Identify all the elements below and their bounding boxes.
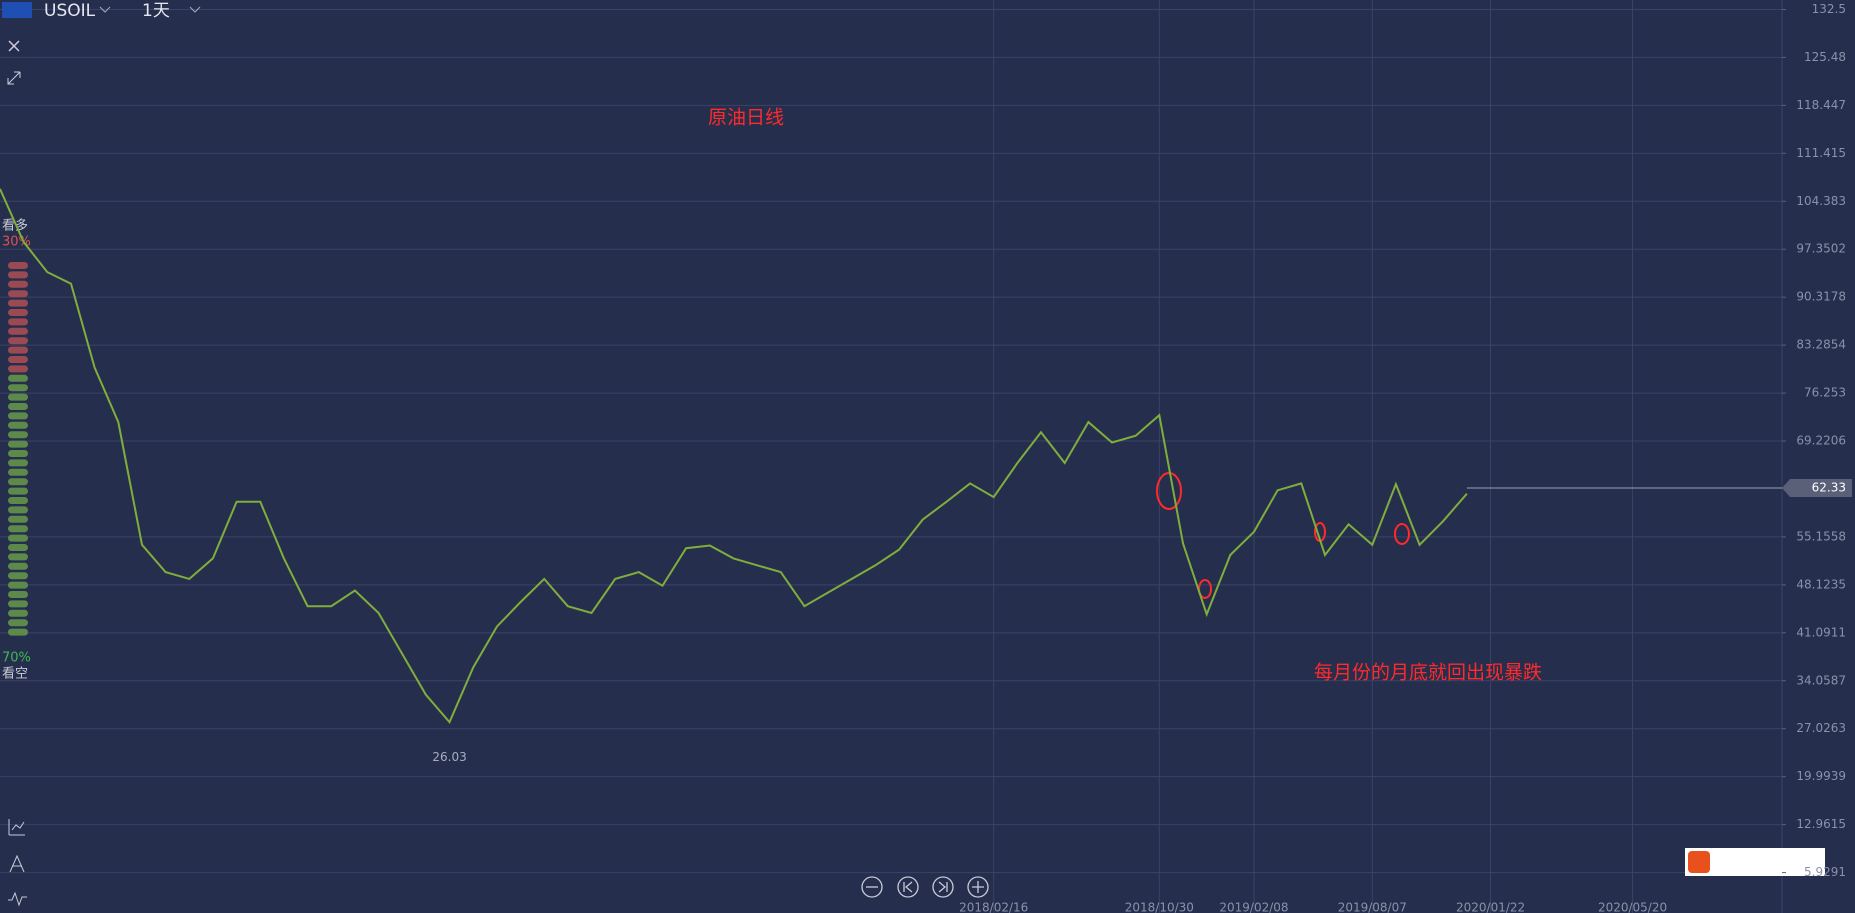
sentiment-pill — [8, 506, 28, 514]
y-tick-label: 12.9615 — [1796, 817, 1846, 831]
y-tick-label: 97.3502 — [1796, 242, 1846, 256]
highlight-circle — [1394, 523, 1410, 545]
dropdown-arrow[interactable] — [189, 6, 201, 13]
sentiment-pill — [8, 609, 28, 617]
annotation: 原油日线 — [708, 107, 784, 129]
left-tools — [8, 819, 27, 907]
sentiment-pill — [8, 562, 28, 570]
sentiment-pill — [8, 600, 28, 608]
close-button[interactable] — [8, 40, 20, 52]
sentiment-pill — [8, 421, 28, 429]
sentiment-pill — [8, 318, 28, 326]
bull-label: 看多 — [2, 218, 28, 234]
sentiment-pill — [8, 374, 28, 382]
ime-logo — [1688, 851, 1710, 873]
dropdown-arrow[interactable] — [99, 6, 111, 13]
x-tick-label: 2019/08/07 — [1338, 901, 1407, 913]
sentiment-pill — [8, 365, 28, 373]
y-tick-label: 76.253 — [1804, 386, 1846, 400]
y-tick-label: 34.0587 — [1796, 673, 1846, 687]
draw-tool[interactable] — [9, 854, 25, 873]
sentiment-pill — [8, 337, 28, 345]
sentiment-pill — [8, 581, 28, 589]
sentiment-pill — [8, 534, 28, 542]
wave-tool[interactable] — [8, 891, 27, 907]
bear-pct: 70% — [2, 651, 31, 666]
y-tick-label: 27.0263 — [1796, 721, 1846, 735]
sentiment-pill — [8, 628, 28, 636]
symbol-icon — [2, 2, 32, 18]
last-price-label: 62.33 — [1812, 481, 1846, 495]
sentiment-pill — [8, 356, 28, 363]
y-tick-label: 48.1235 — [1796, 577, 1846, 591]
price-line — [0, 188, 1468, 724]
sentiment-pill — [8, 327, 28, 335]
sentiment-pill — [8, 525, 28, 533]
annotation: 每月份的月底就回出现暴跌 — [1314, 662, 1542, 684]
sentiment-pill — [8, 412, 28, 420]
sentiment-pill — [8, 299, 28, 307]
sentiment-pill — [8, 384, 28, 392]
symbol[interactable]: USOIL — [44, 1, 96, 21]
sentiment-pill — [8, 280, 28, 288]
sentiment-pill — [8, 271, 28, 279]
last-price-tag — [1782, 479, 1852, 498]
sentiment-pill — [8, 544, 28, 551]
zoom-out[interactable] — [861, 876, 883, 898]
interval[interactable]: 1天 — [142, 1, 170, 21]
sentiment-pill — [8, 553, 28, 561]
sentiment-pill — [8, 309, 28, 316]
y-tick-label: 83.2854 — [1796, 338, 1846, 352]
sentiment-pill — [8, 468, 28, 476]
y-tick-label: 104.383 — [1796, 194, 1846, 208]
sentiment-pill — [8, 515, 28, 523]
y-tick-label: 90.3178 — [1796, 290, 1846, 304]
sentiment-pill — [8, 487, 28, 495]
ime-toolbar — [1685, 848, 1825, 876]
sentiment-bar — [8, 262, 28, 636]
sentiment-pill — [8, 290, 28, 298]
indicator-tool[interactable] — [8, 819, 25, 836]
sentiment-pill — [8, 497, 28, 504]
sentiment-pill — [8, 459, 28, 467]
sentiment-pill — [8, 431, 28, 439]
y-tick-label: 41.0911 — [1796, 625, 1846, 639]
y-tick-label: 132.5 — [1812, 2, 1846, 16]
zoom-in[interactable] — [967, 876, 989, 898]
sentiment-pill — [8, 393, 28, 401]
x-tick-label: 2020/01/22 — [1456, 901, 1525, 913]
x-tick-label: 2018/10/30 — [1125, 901, 1194, 913]
y-tick-label: 111.415 — [1796, 146, 1846, 160]
go-end[interactable] — [932, 876, 954, 898]
y-tick-label: 5.9291 — [1804, 865, 1846, 879]
sentiment-pill — [8, 450, 28, 457]
sentiment-pill — [8, 262, 28, 269]
y-tick-label: 55.1558 — [1796, 529, 1846, 543]
y-tick-label: 19.9939 — [1796, 769, 1846, 783]
sentiment-pill — [8, 440, 28, 448]
sentiment-pill — [8, 478, 28, 486]
x-tick-label: 2018/02/16 — [959, 901, 1028, 913]
bull-pct: 30% — [2, 235, 31, 250]
bear-label: 看空 — [2, 666, 28, 682]
sentiment-pill — [8, 346, 28, 354]
y-tick-label: 69.2206 — [1796, 434, 1846, 448]
sentiment-pill — [8, 591, 28, 598]
go-start[interactable] — [897, 876, 919, 898]
y-tick-label: 125.48 — [1804, 50, 1846, 64]
collapse-button[interactable] — [7, 71, 21, 85]
sentiment-pill — [8, 572, 28, 580]
sentiment-pill — [8, 619, 28, 627]
x-tick-label: 2019/02/08 — [1219, 901, 1288, 913]
zoom-controls — [861, 876, 989, 898]
y-tick-label: 118.447 — [1796, 98, 1846, 112]
low-label: 26.03 — [432, 750, 466, 764]
sentiment-pill — [8, 403, 28, 410]
x-tick-label: 2020/05/20 — [1598, 901, 1667, 913]
